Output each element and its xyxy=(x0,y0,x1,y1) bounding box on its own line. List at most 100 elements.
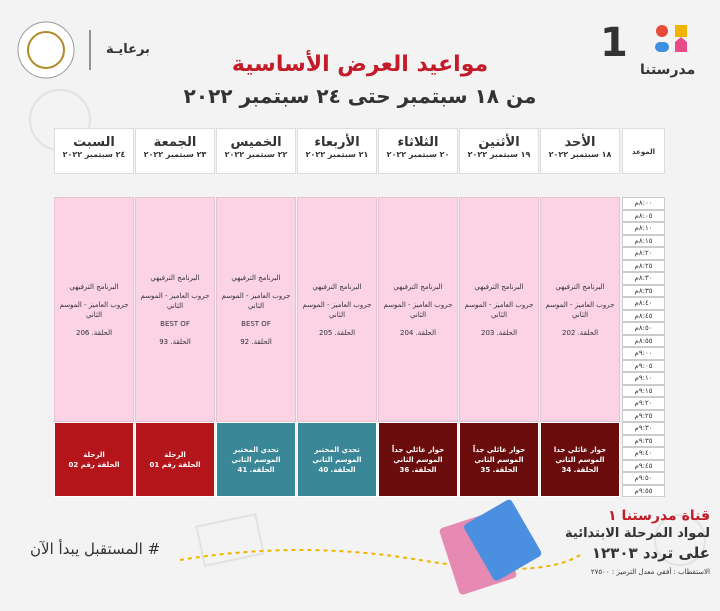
program-line: جروب العاميز - الموسم الثاني xyxy=(59,300,129,319)
time-slot: ٩:٢٠م xyxy=(622,397,665,410)
program-line: جروب العاميز - الموسم الثاني xyxy=(140,291,210,310)
subjects: لمواد المرحلة الابتدائية xyxy=(565,526,710,541)
day-name: السبت xyxy=(73,135,115,150)
program-block: الرحلة الحلقة رقم 02 xyxy=(54,422,134,497)
program-line: BEST OF xyxy=(241,319,271,328)
program-line: الحلقة. 34 xyxy=(561,465,599,474)
time-slot: ٨:٤٥م xyxy=(622,309,665,322)
day-header: الأربعاء ٢١ سبتمبر ٢٠٢٢ xyxy=(297,128,377,174)
polarization: الاستقطاب : أفقي معدل الترميز : ٢٧٥٠٠ xyxy=(590,568,710,576)
day-header: الأحد ١٨ سبتمبر ٢٠٢٢ xyxy=(540,128,620,174)
day-date: ٢١ سبتمبر ٢٠٢٢ xyxy=(305,150,369,159)
program-block: البرنامج الترفيهي جروب العاميز - الموسم ا… xyxy=(297,197,377,422)
time-slot: ٩:٣٠م xyxy=(622,422,665,435)
time-slot: ٨:١٥م xyxy=(622,234,665,247)
program-block: البرنامج الترفيهي جروب العاميز - الموسم ا… xyxy=(459,197,539,422)
program-line: حوار عائلي جداً xyxy=(472,445,526,454)
day-header: الثلاثاء ٢٠ سبتمبر ٢٠٢٢ xyxy=(378,128,458,174)
program-line: البرنامج الترفيهي xyxy=(150,273,200,282)
day-date: ١٩ سبتمبر ٢٠٢٢ xyxy=(467,150,531,159)
program-block: البرنامج الترفيهي جروب العاميز - الموسم ا… xyxy=(378,197,458,422)
time-slot: ٨:٥٥م xyxy=(622,334,665,347)
program-line: البرنامج الترفيهي xyxy=(69,282,119,291)
day-date: ٢٣ سبتمبر ٢٠٢٢ xyxy=(143,150,207,159)
program-block: البرنامج الترفيهي جروب العاميز - الموسم ا… xyxy=(216,197,296,422)
day-header: الجمعة ٢٣ سبتمبر ٢٠٢٢ xyxy=(135,128,215,174)
time-slot: ٨:٠٥م xyxy=(622,209,665,222)
program-block: البرنامج الترفيهي جروب العاميز - الموسم ا… xyxy=(135,197,215,422)
day-date: ٢٢ سبتمبر ٢٠٢٢ xyxy=(224,150,288,159)
program-line: تحدي المختبر xyxy=(314,445,360,454)
day-header: السبت ٢٤ سبتمبر ٢٠٢٢ xyxy=(54,128,134,174)
program-line: الموسم الثاني xyxy=(393,455,443,464)
program-line: جروب العاميز - الموسم الثاني xyxy=(302,300,372,319)
time-slot: ٩:١٠م xyxy=(622,372,665,385)
program-line: جروب العاميز - الموسم الثاني xyxy=(383,300,453,319)
program-line: الموسم الثاني xyxy=(474,455,524,464)
program-line: الحلقة. 35 xyxy=(480,465,518,474)
time-slot: ٩:٠٠م xyxy=(622,347,665,360)
program-block: تحدي المختبر الموسم الثاني الحلقة. 40 xyxy=(297,422,377,497)
program-line: البرنامج الترفيهي xyxy=(231,273,281,282)
day-date: ٢٤ سبتمبر ٢٠٢٢ xyxy=(62,150,126,159)
day-date: ٢٠ سبتمبر ٢٠٢٢ xyxy=(386,150,450,159)
time-slot: ٨:٤٠م xyxy=(622,297,665,310)
program-line: البرنامج الترفيهي xyxy=(393,282,443,291)
program-line: جروب العاميز - الموسم الثاني xyxy=(221,291,291,310)
time-slot: ٩:٤٠م xyxy=(622,447,665,460)
program-block: تحدي المختبر الموسم الثاني الحلقة. 41 xyxy=(216,422,296,497)
time-slot: ٨:٥٠م xyxy=(622,322,665,335)
program-line: الحلقة. 204 xyxy=(399,328,437,337)
program-block: حوار عائلي جداً الموسم الثاني الحلقة. 35 xyxy=(459,422,539,497)
time-slot: ٨:١٠م xyxy=(622,222,665,235)
time-slot: ٩:١٥م xyxy=(622,384,665,397)
day-header: الأثنين ١٩ سبتمبر ٢٠٢٢ xyxy=(459,128,539,174)
program-line: الحلقة. 202 xyxy=(561,328,599,337)
subtitle: من ١٨ سبتمبر حتى ٢٤ سبتمبر ٢٠٢٢ xyxy=(183,84,537,108)
day-name: الأثنين xyxy=(478,135,520,150)
program-line: الحلقة. 92 xyxy=(240,337,272,346)
time-slot: ٨:٣٥م xyxy=(622,284,665,297)
time-slot: ٩:٤٥م xyxy=(622,459,665,472)
program-line: الموسم الثاني xyxy=(555,455,605,464)
program-line: BEST OF xyxy=(160,319,190,328)
program-block: البرنامج الترفيهي جروب العاميز - الموسم ا… xyxy=(540,197,620,422)
program-line: الحلقة. 41 xyxy=(237,465,275,474)
program-line: الموسم الثاني xyxy=(312,455,362,464)
time-slot: ٨:٠٠م xyxy=(622,197,665,210)
program-line: البرنامج الترفيهي xyxy=(474,282,524,291)
frequency: على تردد ١٢٣٠٣ xyxy=(591,544,710,562)
time-slot: ٨:٢٠م xyxy=(622,247,665,260)
program-line: البرنامج الترفيهي xyxy=(555,282,605,291)
logo-number: 1 xyxy=(600,20,628,66)
program-line: الحلقة. 206 xyxy=(75,328,113,337)
time-slot: ٨:٣٠م xyxy=(622,272,665,285)
program-line: الحلقة. 40 xyxy=(318,465,356,474)
program-line: الحلقة. 203 xyxy=(480,328,518,337)
program-line: الحلقة رقم 01 xyxy=(149,460,201,469)
program-line: الحلقة. 93 xyxy=(159,337,191,346)
program-line: الرحلة xyxy=(83,450,105,459)
program-block: الرحلة الحلقة رقم 01 xyxy=(135,422,215,497)
hashtag: # المستقبل يبدأ الآن xyxy=(30,540,161,558)
time-slot: ٩:٥٥م xyxy=(622,484,665,497)
time-slot: ٩:٣٥م xyxy=(622,434,665,447)
program-line: حوار عائلي جداً xyxy=(391,445,445,454)
program-line: الحلقة. 205 xyxy=(318,328,356,337)
program-line: جروب العاميز - الموسم الثاني xyxy=(545,300,615,319)
program-line: البرنامج الترفيهي xyxy=(312,282,362,291)
time-slot: ٨:٢٥م xyxy=(622,259,665,272)
time-slot: ٩:٢٥م xyxy=(622,409,665,422)
sponsor: برعايـة xyxy=(106,42,150,57)
program-block: حوار عائلي جداً الموسم الثاني الحلقة. 36 xyxy=(378,422,458,497)
day-name: الخميس xyxy=(230,135,282,150)
day-header: الخميس ٢٢ سبتمبر ٢٠٢٢ xyxy=(216,128,296,174)
program-line: الرحلة xyxy=(164,450,186,459)
day-date: ١٨ سبتمبر ٢٠٢٢ xyxy=(548,150,612,159)
program-line: جروب العاميز - الموسم الثاني xyxy=(464,300,534,319)
title: مواعيد العرض الأساسية xyxy=(231,52,489,77)
day-name: الثلاثاء xyxy=(397,135,439,150)
program-block: حوار عائلي جدا الموسم الثاني الحلقة. 34 xyxy=(540,422,620,497)
